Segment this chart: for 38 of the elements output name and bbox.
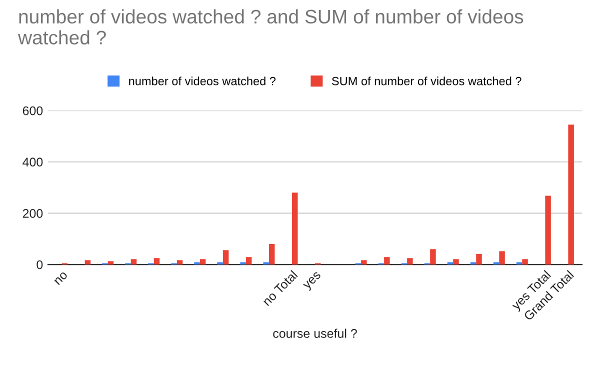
legend-label: SUM of number of videos watched ?: [332, 76, 522, 86]
bar: [476, 254, 482, 265]
bar: [470, 262, 476, 265]
bar: [499, 251, 505, 265]
bar: [84, 260, 91, 265]
bar: [361, 260, 367, 265]
bar: [194, 262, 200, 265]
x-tick-label: no: [54, 271, 68, 286]
x-tick-label: yes: [302, 271, 323, 292]
bar: [176, 260, 183, 265]
bar: [384, 257, 390, 265]
bar: [222, 250, 229, 265]
bar: [516, 262, 522, 265]
bar: [108, 261, 114, 265]
bar: [200, 259, 206, 265]
legend-label: number of videos watched ?: [129, 76, 276, 86]
y-tick-label: 400: [22, 158, 43, 167]
bar: [240, 262, 246, 265]
bar: [447, 262, 454, 265]
bar: [522, 259, 528, 265]
bar: [430, 249, 436, 265]
chart-title: number of videos watched ? and SUM of number of videos watched ?: [18, 9, 524, 44]
y-tick-label: 600: [22, 106, 43, 116]
bar: [263, 262, 269, 265]
bar: [246, 257, 252, 265]
bar: [268, 244, 275, 265]
bar: [154, 258, 160, 265]
bar: [407, 258, 413, 265]
bar: [453, 259, 459, 265]
bar: [568, 124, 574, 265]
bar: [292, 192, 298, 265]
y-tick-label: 200: [22, 209, 43, 218]
bar: [545, 196, 551, 265]
y-tick-label: 0: [36, 260, 43, 270]
x-axis-title: course useful ?: [273, 328, 357, 338]
bar: [493, 262, 500, 265]
bar: [217, 262, 223, 265]
bar: [130, 259, 137, 265]
